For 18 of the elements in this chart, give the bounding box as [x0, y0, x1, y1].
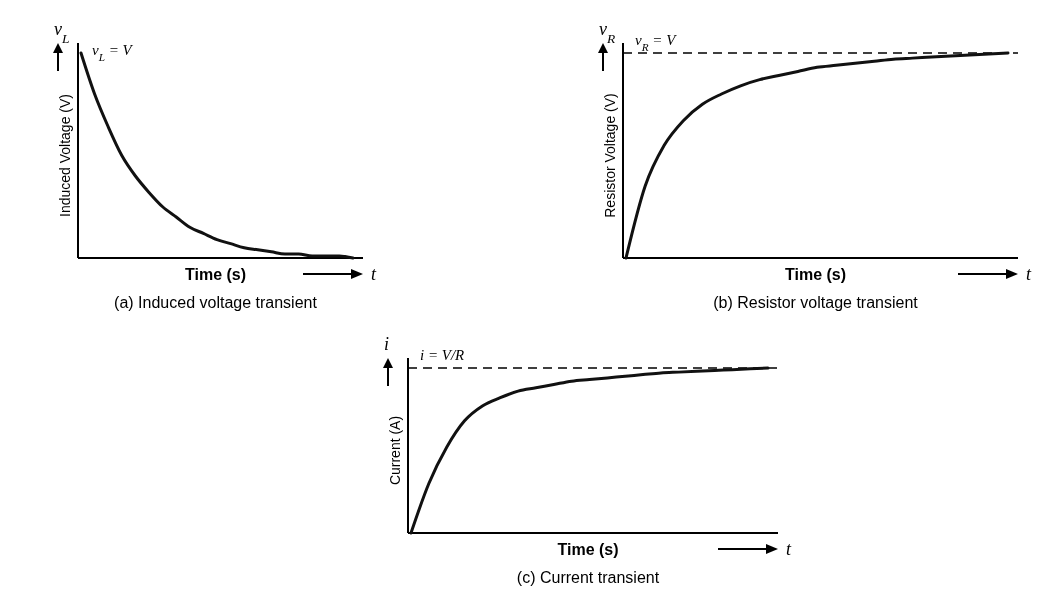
- text: t: [371, 264, 377, 284]
- y-axis-title: Current (A): [387, 415, 403, 486]
- x-axis-title: Time (s): [784, 266, 847, 283]
- x-axis-title: Time (s): [184, 266, 247, 283]
- text: t: [1026, 264, 1032, 284]
- text: (b) Resistor voltage transient: [713, 294, 919, 311]
- y-axis-title: Induced Voltage (V): [57, 94, 73, 217]
- legend-label: i = V/R: [420, 347, 465, 363]
- ref-line-label: v$_{R}$ = V: [635, 32, 678, 53]
- text: i: [384, 334, 390, 354]
- annotation: v$_{L}$ = V: [92, 42, 134, 63]
- text: (a) Induced voltage transient: [114, 294, 318, 311]
- text: v$_{L}$: [54, 19, 70, 46]
- text: (c) Current transient: [516, 569, 660, 586]
- x-axis-title: Time (s): [557, 541, 619, 558]
- y-axis-title: Resistor Voltage (V): [602, 93, 618, 218]
- text: v$_{R}$: [599, 19, 616, 46]
- text: t: [786, 539, 792, 559]
